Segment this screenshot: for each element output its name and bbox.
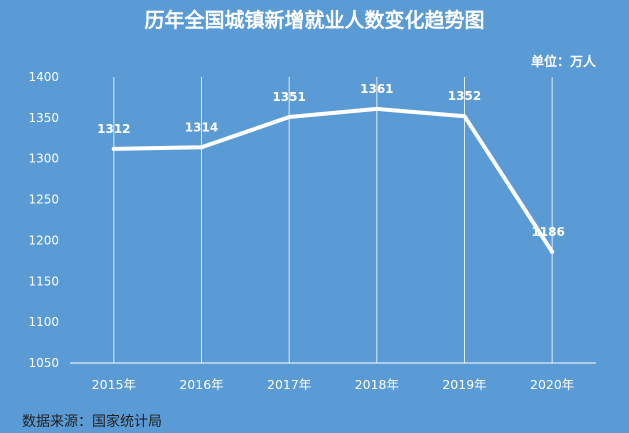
y-tick-label: 1150 — [28, 274, 59, 288]
y-tick-label: 1250 — [28, 193, 59, 207]
grid-layer — [113, 77, 553, 363]
y-tick-label: 1400 — [28, 70, 59, 84]
data-point — [462, 114, 467, 119]
y-tick-label: 1350 — [28, 111, 59, 125]
data-label: 1361 — [360, 82, 393, 96]
data-label: 1352 — [448, 89, 481, 103]
x-tick-label: 2017年 — [267, 377, 311, 392]
chart-title: 历年全国城镇新增就业人数变化趋势图 — [145, 8, 485, 32]
data-point — [550, 249, 555, 254]
x-tick-label: 2018年 — [355, 377, 399, 392]
x-tick-label: 2020年 — [530, 377, 574, 392]
y-tick-label: 1200 — [28, 233, 59, 247]
source-note: 数据来源：国家统计局 — [22, 413, 162, 430]
series-line — [111, 106, 555, 254]
unit-label: 单位：万人 — [531, 54, 597, 70]
data-label: 1314 — [185, 120, 218, 134]
x-tick-label: 2016年 — [179, 377, 223, 392]
y-tick-label: 1300 — [28, 152, 59, 166]
data-point — [287, 115, 292, 120]
label-layer: 1312 1314 1351 1361 1352 1186 — [97, 82, 565, 239]
y-tick-label: 1100 — [28, 315, 59, 329]
x-tick-label: 2015年 — [92, 377, 136, 392]
y-tick-label: 1050 — [28, 356, 59, 370]
data-label: 1351 — [272, 90, 305, 104]
data-point — [199, 145, 204, 150]
x-tick-label: 2019年 — [442, 377, 486, 392]
data-point — [111, 146, 116, 151]
data-label: 1186 — [531, 225, 564, 239]
data-label: 1312 — [97, 122, 130, 136]
series-layer — [111, 106, 555, 254]
axis-layer: 1050 1100 1150 1200 1250 1300 1350 1400 2015年 201… — [28, 70, 596, 392]
data-point — [374, 106, 379, 111]
